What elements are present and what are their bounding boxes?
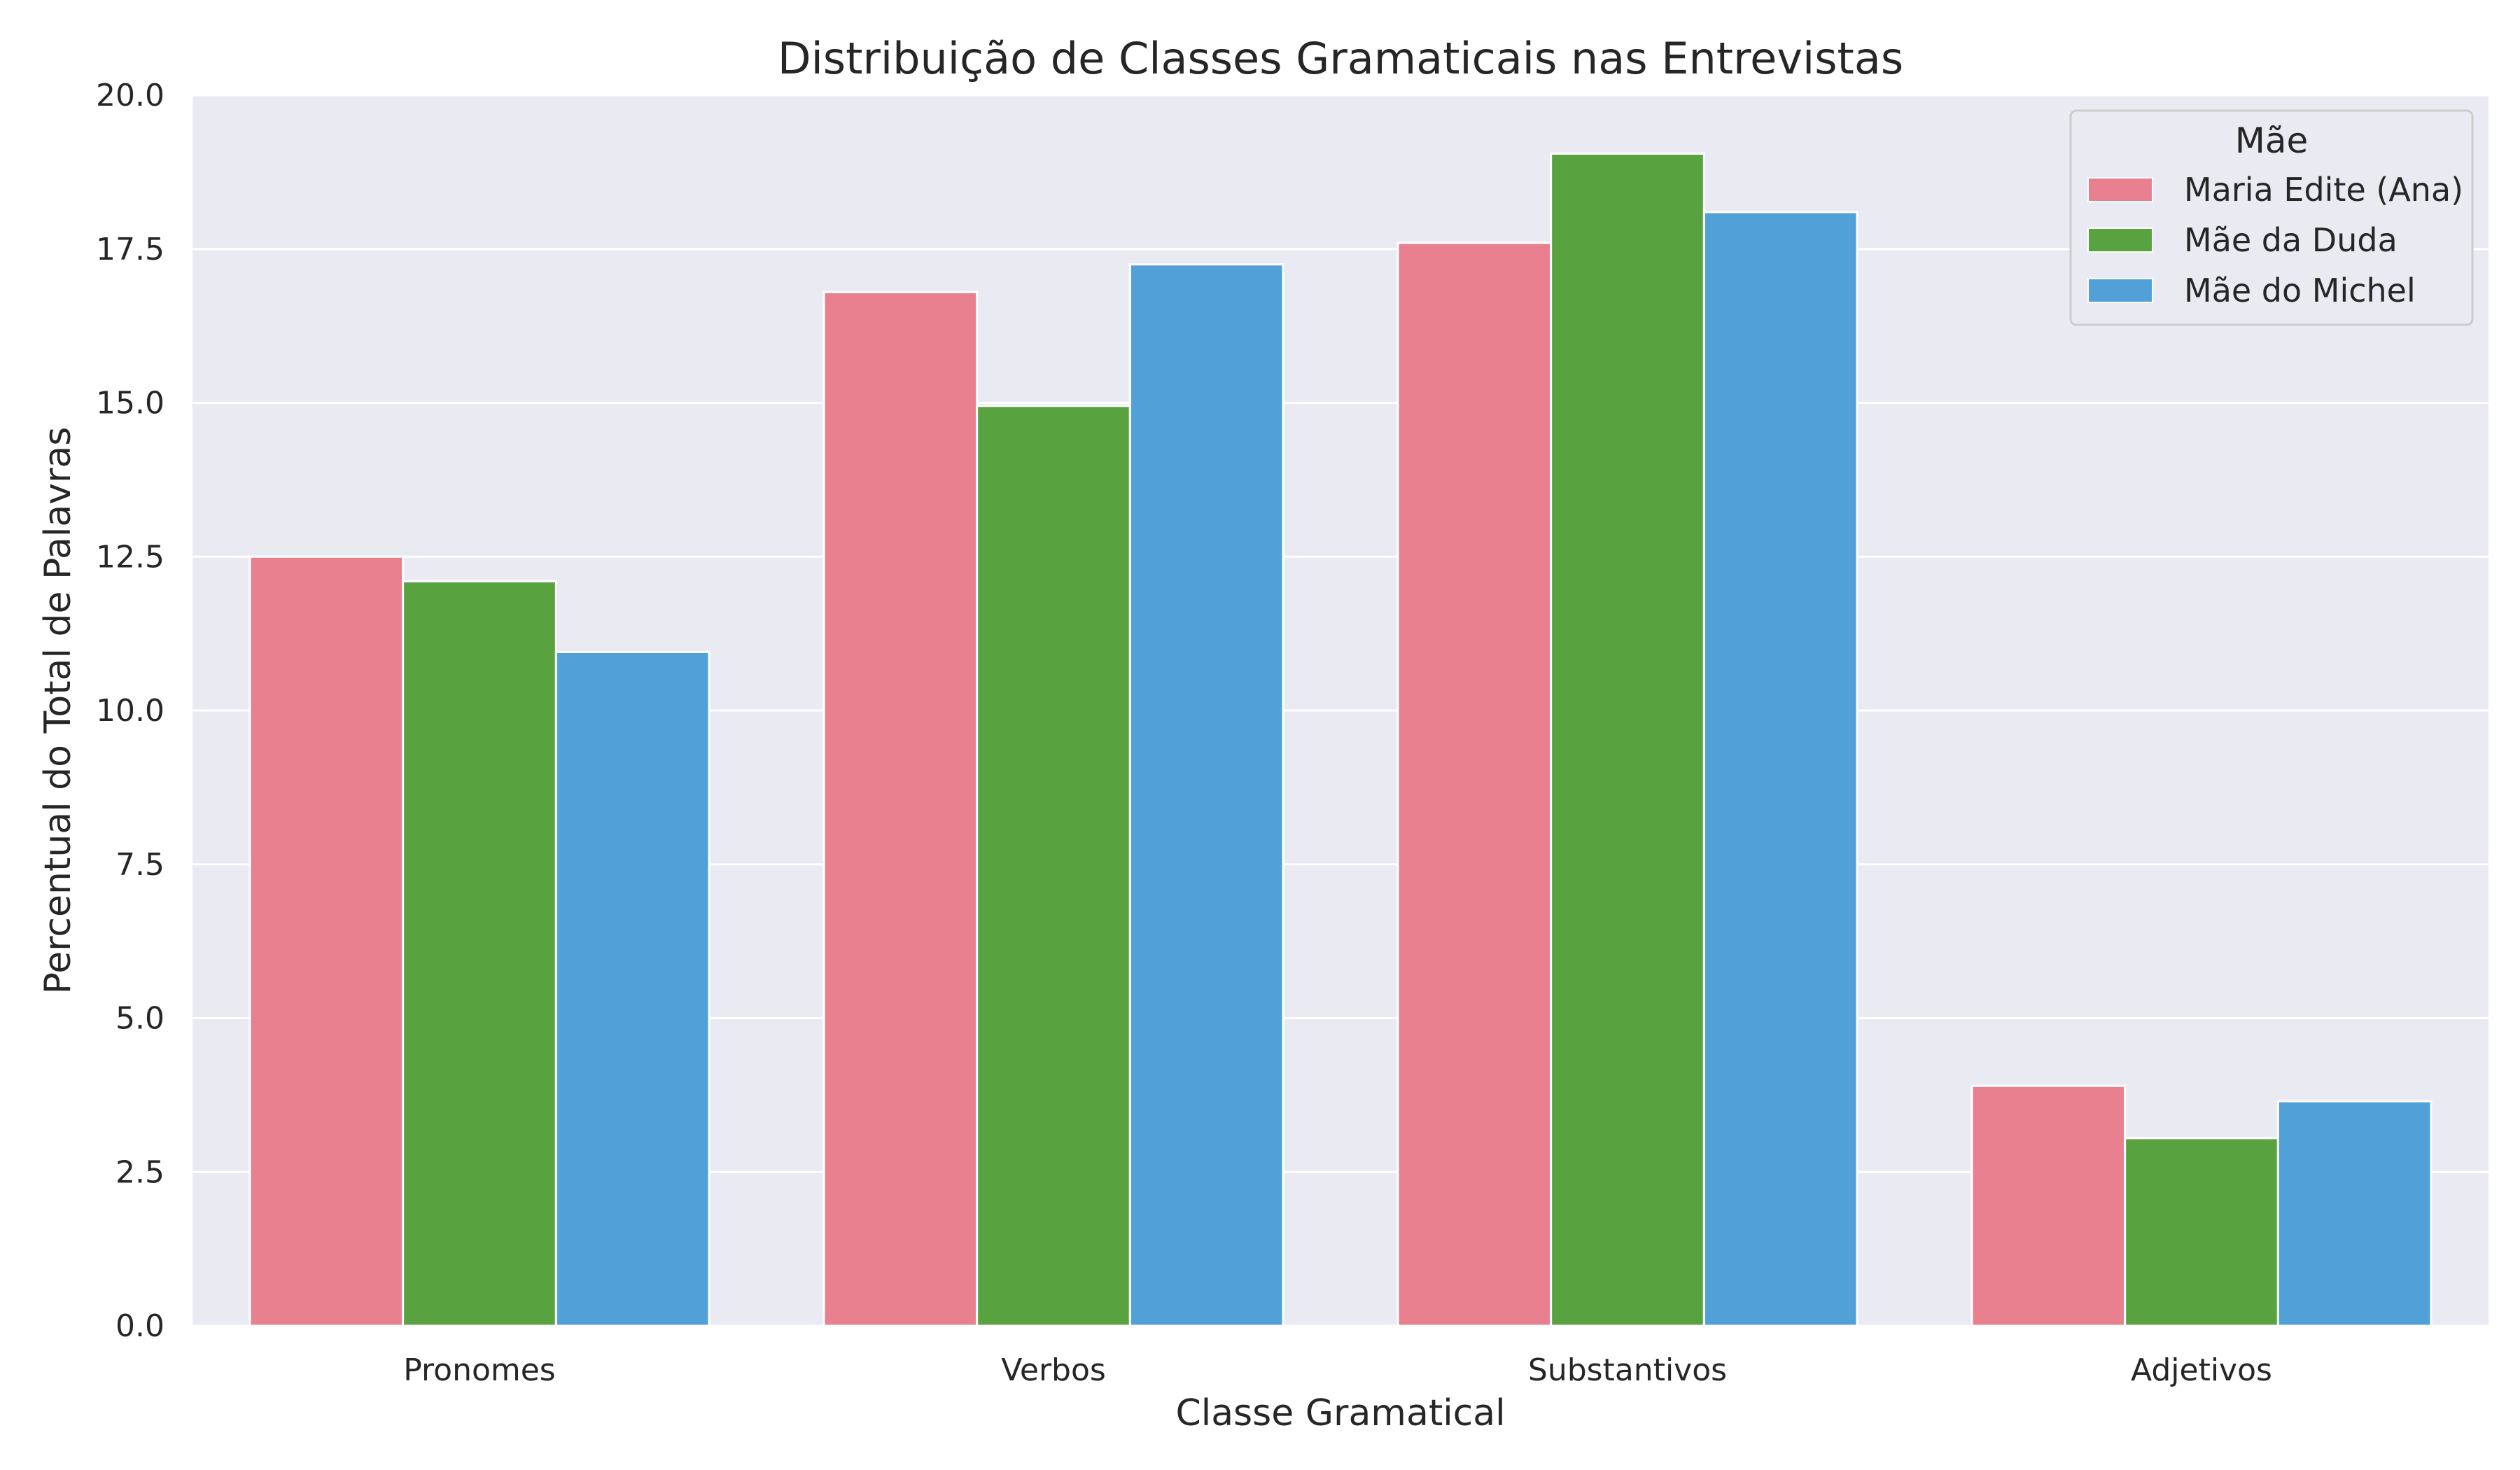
- bars: [248, 153, 2432, 1327]
- chart-title: Distribuição de Classes Gramaticais nas …: [778, 33, 1903, 84]
- legend-label: Mãe da Duda: [2184, 221, 2398, 259]
- x-axis-ticks: Pronomes Verbos Substantivos Adjetivos: [403, 1352, 2272, 1388]
- bar: [402, 580, 557, 1327]
- y-tick-label: 10.0: [96, 693, 164, 729]
- legend-swatch: [2087, 278, 2153, 303]
- y-tick-label: 5.0: [115, 1001, 164, 1037]
- x-tick-label: Substantivos: [1528, 1352, 1727, 1388]
- bar: [1702, 211, 1858, 1327]
- legend-entries: Maria Edite (Ana) Mãe da Duda Mãe do Miche…: [2087, 171, 2463, 309]
- y-axis-ticks: 0.0 2.5 5.0 7.5 10.0 12.5 15.0 17.5 20.0: [96, 78, 164, 1344]
- bar: [976, 405, 1131, 1327]
- bar: [248, 555, 405, 1327]
- bar: [1550, 153, 1705, 1327]
- legend-swatch: [2087, 227, 2153, 253]
- legend-label: Maria Edite (Ana): [2184, 171, 2463, 209]
- x-tick-label: Verbos: [1001, 1352, 1106, 1388]
- y-tick-label: 0.0: [115, 1308, 164, 1344]
- y-tick-label: 7.5: [115, 847, 164, 883]
- bar: [1128, 263, 1284, 1327]
- bar: [554, 650, 710, 1327]
- legend-label: Mãe do Michel: [2184, 272, 2416, 309]
- legend-swatch: [2087, 177, 2153, 202]
- x-tick-label: Adjetivos: [2131, 1352, 2272, 1388]
- bar: [1396, 241, 1553, 1327]
- legend-title: Mãe: [2235, 120, 2309, 161]
- y-axis-title: Percentual do Total de Palavras: [37, 427, 79, 995]
- bar: [2276, 1100, 2432, 1327]
- y-tick-label: 12.5: [96, 539, 164, 575]
- y-tick-label: 2.5: [115, 1154, 164, 1190]
- x-tick-label: Pronomes: [403, 1352, 555, 1388]
- y-tick-label: 17.5: [96, 232, 164, 267]
- legend-frame: [2069, 109, 2474, 326]
- y-tick-label: 20.0: [96, 78, 164, 113]
- bar: [1970, 1084, 2127, 1327]
- bar: [2124, 1137, 2279, 1327]
- x-axis-title: Classe Gramatical: [1175, 1392, 1505, 1434]
- legend: Mãe Maria Edite (Ana) Mãe da Duda Mãe do M…: [2069, 109, 2474, 326]
- y-tick-label: 15.0: [96, 386, 164, 421]
- bar: [822, 290, 979, 1327]
